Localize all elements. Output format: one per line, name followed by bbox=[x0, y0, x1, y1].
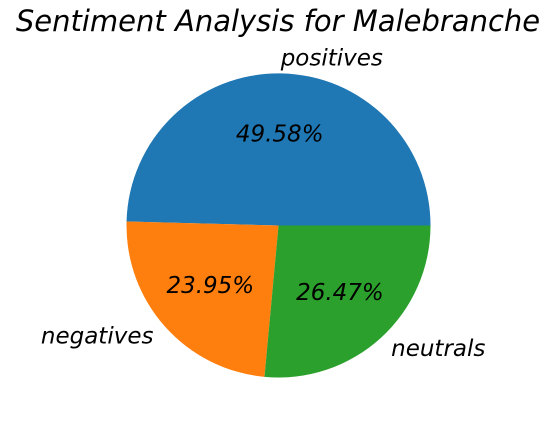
slice-label-positives: positives bbox=[280, 45, 383, 71]
slice-label-neutrals: neutrals bbox=[391, 336, 485, 362]
pie-slices bbox=[126, 73, 431, 378]
pie-slice-positives bbox=[126, 73, 431, 226]
pie-slice-negatives bbox=[126, 221, 279, 377]
slice-value-negatives: 23.95% bbox=[166, 273, 254, 299]
pie-labels: positives 49.58% negatives 23.95% neutrals 26… bbox=[41, 45, 486, 362]
slice-label-negatives: negatives bbox=[41, 324, 154, 350]
slice-value-positives: 49.58% bbox=[236, 121, 324, 147]
chart-title: Sentiment Analysis for Malebranche bbox=[16, 4, 540, 38]
slice-value-neutrals: 26.47% bbox=[296, 280, 384, 306]
pie-slice-neutrals bbox=[264, 225, 431, 378]
